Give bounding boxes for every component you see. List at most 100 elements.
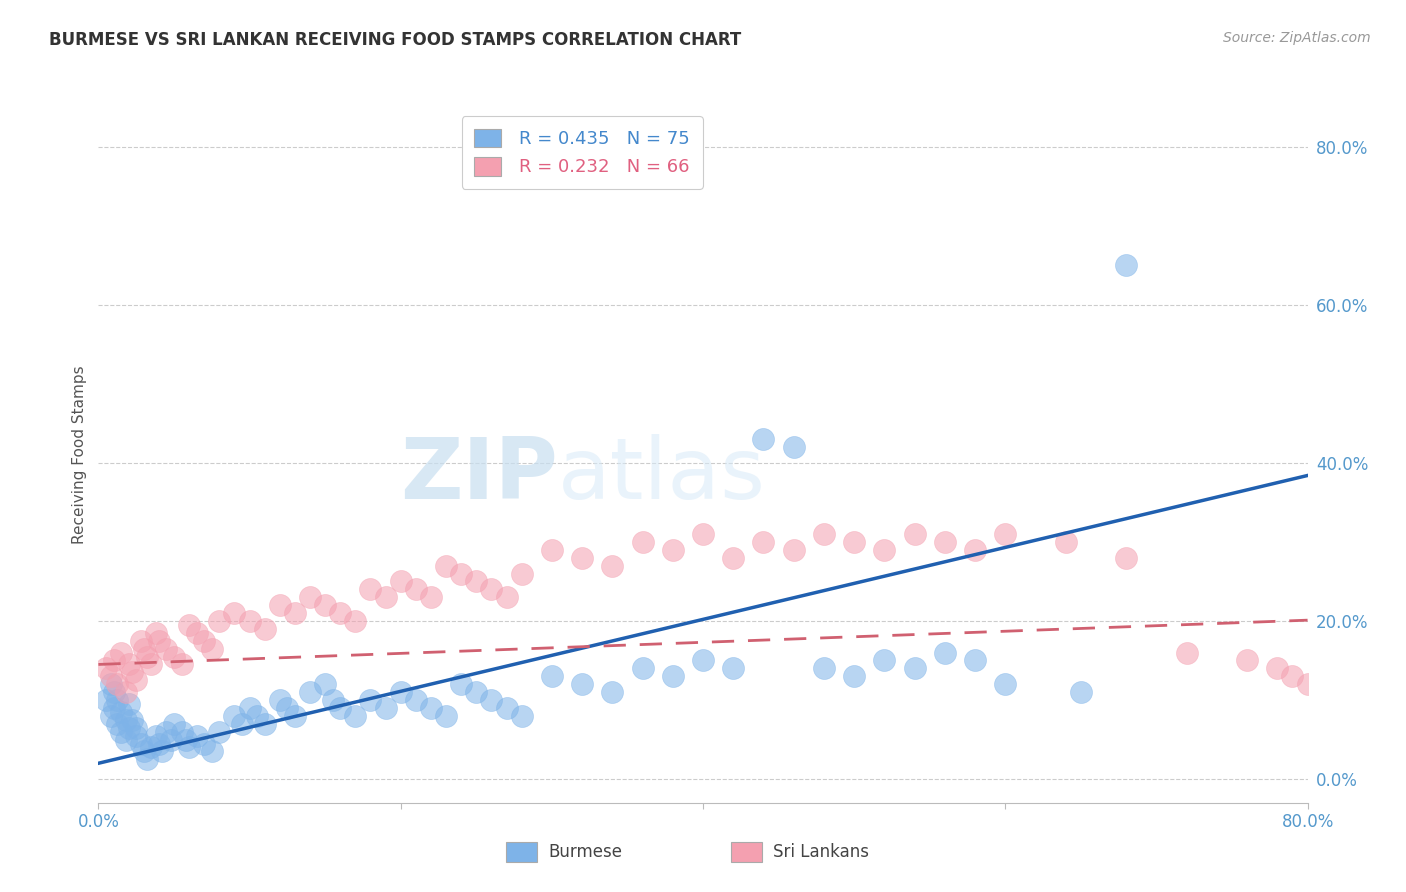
Point bbox=[752, 432, 775, 446]
Point bbox=[284, 606, 307, 620]
Point bbox=[132, 744, 155, 758]
Point bbox=[186, 729, 208, 743]
Point bbox=[269, 598, 291, 612]
Point bbox=[481, 693, 503, 707]
Point bbox=[170, 724, 193, 739]
Point bbox=[186, 625, 208, 640]
Point bbox=[100, 677, 122, 691]
Point bbox=[510, 566, 533, 581]
Point bbox=[125, 673, 148, 688]
Point bbox=[141, 657, 163, 672]
Point bbox=[465, 574, 488, 589]
Point bbox=[129, 633, 152, 648]
Point bbox=[329, 606, 352, 620]
Point bbox=[105, 693, 128, 707]
Point bbox=[121, 665, 143, 680]
Point bbox=[1115, 258, 1137, 272]
Point bbox=[904, 527, 927, 541]
Point bbox=[344, 614, 367, 628]
Point bbox=[389, 574, 412, 589]
Point bbox=[419, 701, 441, 715]
Point bbox=[602, 558, 624, 573]
Point bbox=[571, 550, 593, 565]
Point bbox=[344, 708, 367, 723]
Point bbox=[994, 527, 1017, 541]
Point bbox=[495, 591, 517, 605]
Point bbox=[692, 653, 714, 667]
Point bbox=[934, 534, 956, 549]
Point bbox=[193, 737, 215, 751]
Point bbox=[360, 693, 382, 707]
Point bbox=[201, 641, 224, 656]
Point bbox=[201, 744, 224, 758]
Point bbox=[360, 582, 382, 597]
Point bbox=[813, 527, 835, 541]
Point bbox=[110, 705, 132, 719]
Point bbox=[163, 649, 186, 664]
Point bbox=[135, 752, 157, 766]
Point bbox=[239, 614, 262, 628]
Point bbox=[873, 542, 896, 557]
Point bbox=[450, 677, 472, 691]
Point bbox=[495, 701, 517, 715]
Point bbox=[329, 701, 352, 715]
Point bbox=[314, 598, 336, 612]
Point bbox=[692, 527, 714, 541]
Point bbox=[752, 534, 775, 549]
Point bbox=[94, 693, 117, 707]
Point bbox=[208, 614, 231, 628]
Point bbox=[114, 685, 136, 699]
Point bbox=[284, 708, 307, 723]
Point bbox=[1281, 669, 1303, 683]
Point bbox=[661, 542, 683, 557]
Point bbox=[118, 657, 141, 672]
Point bbox=[661, 669, 683, 683]
Point bbox=[904, 661, 927, 675]
Point bbox=[145, 729, 167, 743]
Point bbox=[121, 713, 143, 727]
Point bbox=[276, 701, 298, 715]
Point bbox=[602, 685, 624, 699]
Point bbox=[150, 744, 173, 758]
Point bbox=[160, 732, 183, 747]
Point bbox=[135, 649, 157, 664]
Point bbox=[174, 732, 197, 747]
Point bbox=[100, 669, 122, 683]
Text: Source: ZipAtlas.com: Source: ZipAtlas.com bbox=[1223, 31, 1371, 45]
Point bbox=[208, 724, 231, 739]
Point bbox=[374, 591, 396, 605]
Point bbox=[1265, 661, 1288, 675]
Text: ZIP: ZIP bbox=[401, 434, 558, 517]
Point bbox=[100, 708, 122, 723]
Point bbox=[782, 440, 804, 454]
Point bbox=[299, 591, 322, 605]
Point bbox=[540, 669, 562, 683]
Point bbox=[148, 737, 170, 751]
Point bbox=[481, 582, 503, 597]
Point bbox=[1236, 653, 1258, 667]
Point bbox=[299, 685, 322, 699]
Point bbox=[163, 716, 186, 731]
Point bbox=[170, 657, 193, 672]
Point bbox=[813, 661, 835, 675]
Point bbox=[1115, 550, 1137, 565]
Point bbox=[965, 542, 987, 557]
Point bbox=[114, 732, 136, 747]
Point bbox=[1054, 534, 1077, 549]
Point bbox=[148, 633, 170, 648]
Point bbox=[314, 677, 336, 691]
Text: BURMESE VS SRI LANKAN RECEIVING FOOD STAMPS CORRELATION CHART: BURMESE VS SRI LANKAN RECEIVING FOOD STA… bbox=[49, 31, 741, 49]
Text: Sri Lankans: Sri Lankans bbox=[773, 843, 869, 861]
Point bbox=[224, 708, 246, 723]
Point bbox=[103, 701, 125, 715]
Legend: R = 0.435   N = 75, R = 0.232   N = 66: R = 0.435 N = 75, R = 0.232 N = 66 bbox=[461, 116, 703, 189]
Point bbox=[994, 677, 1017, 691]
Point bbox=[145, 625, 167, 640]
Point bbox=[239, 701, 262, 715]
Point bbox=[224, 606, 246, 620]
Point bbox=[155, 724, 177, 739]
Point bbox=[510, 708, 533, 723]
Point bbox=[844, 534, 866, 549]
Point bbox=[965, 653, 987, 667]
Point bbox=[721, 661, 744, 675]
